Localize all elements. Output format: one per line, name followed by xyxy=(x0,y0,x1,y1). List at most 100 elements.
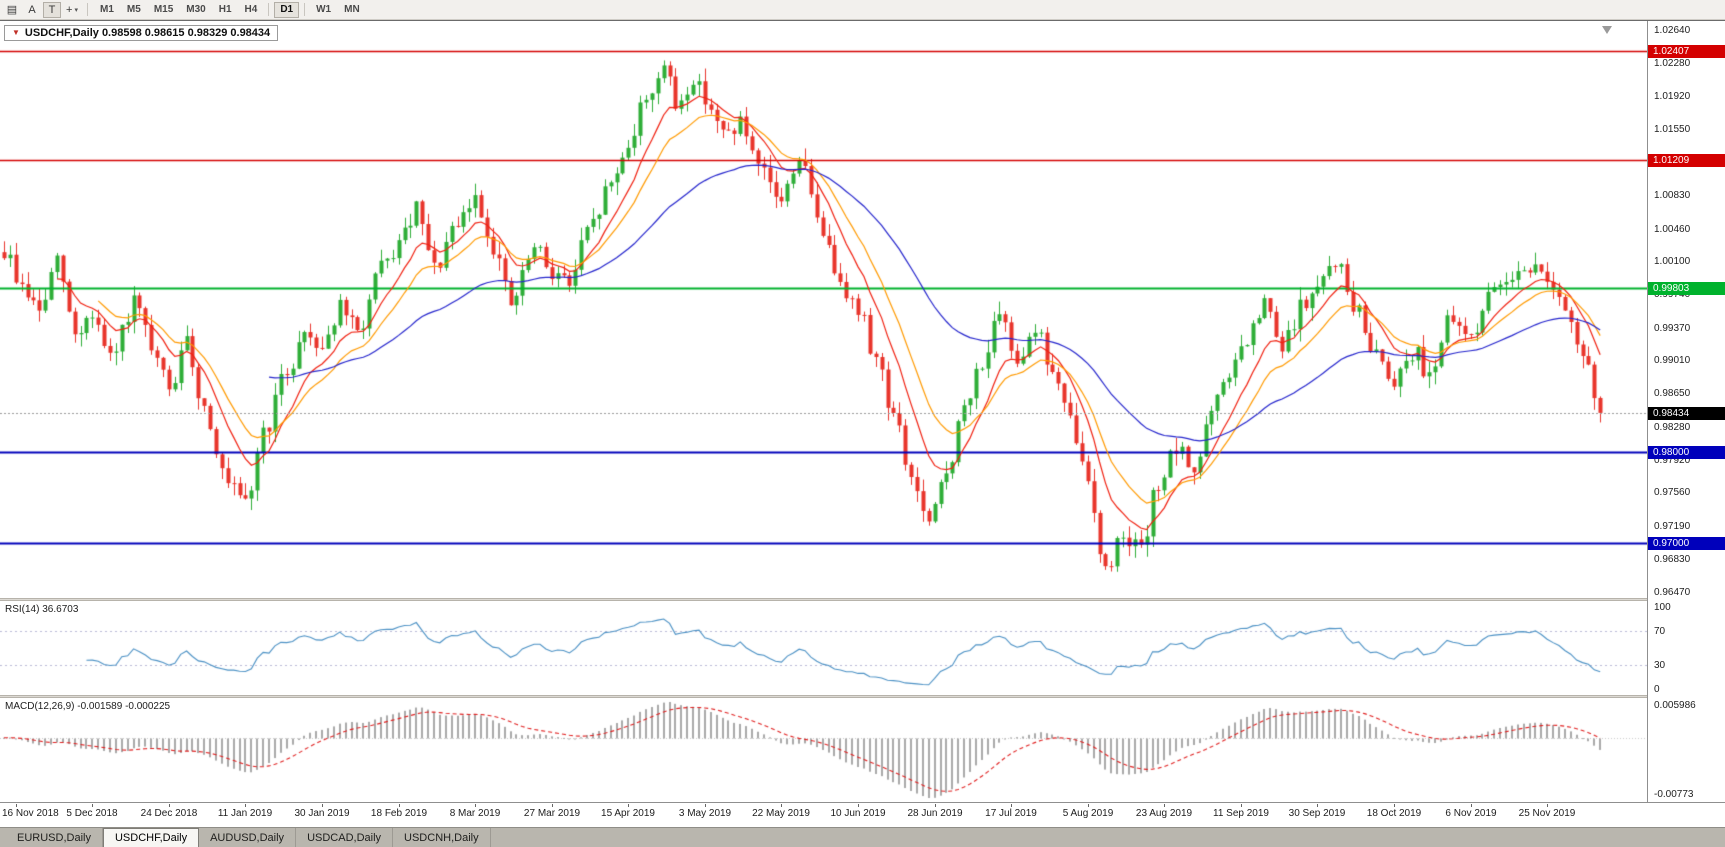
date-tick xyxy=(1011,804,1012,807)
date-axis-label: 22 May 2019 xyxy=(752,808,810,819)
rsi-level-label: 0 xyxy=(1654,684,1660,695)
toolbar-separator xyxy=(304,3,306,16)
timeframe-button-mn[interactable]: MN xyxy=(344,4,360,15)
chart-tab-usdchf[interactable]: USDCHF,Daily xyxy=(102,828,200,847)
rsi-panel-canvas[interactable] xyxy=(0,601,1647,695)
date-tick xyxy=(322,804,323,807)
timeframe-button-d1[interactable]: D1 xyxy=(274,1,300,18)
date-tick xyxy=(399,804,400,807)
date-tick xyxy=(1088,804,1089,807)
date-tick xyxy=(552,804,553,807)
price-axis-label: 0.98650 xyxy=(1654,388,1691,400)
price-axis-label: 1.02640 xyxy=(1654,25,1691,37)
date-axis-label: 16 Nov 2018 xyxy=(2,808,59,819)
date-axis-label: 27 Mar 2019 xyxy=(523,808,581,819)
timeframe-button-m1[interactable]: M1 xyxy=(100,4,114,15)
chart-tab-audusd[interactable]: AUDUSD,Daily xyxy=(199,828,297,847)
date-axis-label: 25 Nov 2019 xyxy=(1518,808,1576,819)
date-tick xyxy=(858,804,859,807)
date-tick xyxy=(1241,804,1242,807)
date-axis-label: 3 May 2019 xyxy=(678,808,732,819)
date-tick xyxy=(705,804,706,807)
rsi-level-label: 100 xyxy=(1654,602,1671,613)
date-axis-label: 11 Sep 2019 xyxy=(1213,808,1269,819)
toolbar-separator xyxy=(87,3,88,16)
date-axis-label: 8 Mar 2019 xyxy=(449,808,501,819)
current-price-tag: 0.98434 xyxy=(1648,406,1725,420)
date-axis-label: 30 Sep 2019 xyxy=(1288,808,1346,819)
date-tick xyxy=(92,804,93,807)
date-tick xyxy=(16,804,17,807)
date-tick xyxy=(1317,804,1318,807)
timeframe-button-h1[interactable]: H1 xyxy=(218,4,232,15)
macd-axis-min-label: -0.00773 xyxy=(1654,789,1694,800)
timeframe-group: M1 M5 M15 M30 H1 H4 D1 W1 MN xyxy=(94,1,366,18)
chart-tab-usdcnh[interactable]: USDCNH,Daily xyxy=(393,828,491,847)
arrow-tool-button[interactable]: T xyxy=(43,1,61,18)
price-axis-label: 0.97920 xyxy=(1654,454,1691,466)
date-tick xyxy=(781,804,782,807)
date-axis-label: 5 Dec 2018 xyxy=(66,808,118,819)
macd-panel-canvas[interactable] xyxy=(0,698,1647,802)
charts-list-icon[interactable]: ▤ xyxy=(6,4,18,16)
chart-shift-marker[interactable] xyxy=(1602,22,1612,34)
price-axis-label: 0.98280 xyxy=(1654,421,1691,433)
price-axis-label: 1.00830 xyxy=(1654,189,1691,201)
toolbar-separator xyxy=(268,3,270,16)
price-axis-label: 1.01550 xyxy=(1654,124,1691,136)
date-tick xyxy=(1547,804,1548,807)
date-axis-label: 6 Nov 2019 xyxy=(1445,808,1497,819)
price-axis-label: 0.99370 xyxy=(1654,322,1691,334)
price-axis-label: 0.99010 xyxy=(1654,355,1691,367)
chart-title-ohlc: USDCHF,Daily 0.98598 0.98615 0.98329 0.9… xyxy=(24,27,271,39)
date-tick xyxy=(1164,804,1165,807)
date-tick xyxy=(475,804,476,807)
price-axis-label: 1.02280 xyxy=(1654,57,1691,69)
price-level-tag: 1.01209 xyxy=(1648,154,1725,168)
price-axis-label: 1.00100 xyxy=(1654,256,1691,268)
timeframe-button-h4[interactable]: H4 xyxy=(244,4,258,15)
rsi-level-label: 70 xyxy=(1654,625,1666,637)
date-axis-label: 28 Jun 2019 xyxy=(907,808,963,819)
cursor-tool-button[interactable]: + ▾ xyxy=(63,2,81,18)
chart-title-box[interactable]: ▼ USDCHF,Daily 0.98598 0.98615 0.98329 0… xyxy=(4,25,279,41)
date-tick xyxy=(1471,804,1472,807)
price-axis-label: 1.01920 xyxy=(1654,90,1691,102)
date-tick xyxy=(628,804,629,807)
date-axis[interactable]: 16 Nov 2018 5 Dec 2018 24 Dec 2018 11 Jan 2… xyxy=(0,802,1725,820)
panel-splitter-rsi[interactable] xyxy=(0,598,1725,601)
price-axis[interactable]: 1.026401.022801.019201.015501.011901.008… xyxy=(1647,21,1725,802)
price-level-tag: 1.02407 xyxy=(1648,45,1725,59)
collapse-arrow-icon[interactable]: ▼ xyxy=(12,28,20,37)
chart-window: ▼ USDCHF,Daily 0.98598 0.98615 0.98329 0… xyxy=(0,20,1725,820)
date-axis-label: 30 Jan 2019 xyxy=(294,808,350,819)
chart-tab-bar: EURUSD,Daily USDCHF,Daily AUDUSD,Daily USDC… xyxy=(0,827,1725,847)
date-axis-label: 11 Jan 2019 xyxy=(217,808,273,819)
price-level-tag: 0.98000 xyxy=(1648,446,1725,460)
price-level-tag: 0.97000 xyxy=(1648,537,1725,551)
date-axis-label: 10 Jun 2019 xyxy=(830,808,886,819)
timeframe-button-m15[interactable]: M15 xyxy=(153,4,174,15)
macd-axis-max-label: 0.005986 xyxy=(1654,700,1696,711)
shift-triangle-icon xyxy=(1602,26,1612,34)
timeframe-button-m5[interactable]: M5 xyxy=(126,4,141,15)
chart-tab-usdcad[interactable]: USDCAD,Daily xyxy=(296,828,394,847)
panel-splitter-macd[interactable] xyxy=(0,695,1725,698)
crosshair-icon: + xyxy=(66,3,73,16)
date-axis-label: 18 Oct 2019 xyxy=(1366,808,1422,819)
date-tick xyxy=(935,804,936,807)
chart-tab-eurusd[interactable]: EURUSD,Daily xyxy=(6,828,103,847)
date-axis-label: 17 Jul 2019 xyxy=(985,808,1037,819)
price-axis-label: 0.96830 xyxy=(1654,553,1691,565)
date-axis-label: 5 Aug 2019 xyxy=(1062,808,1114,819)
timeframe-button-m30[interactable]: M30 xyxy=(186,4,206,15)
price-level-tag: 0.99803 xyxy=(1648,282,1725,296)
text-tool-button[interactable]: A xyxy=(28,3,36,16)
date-tick xyxy=(1394,804,1395,807)
price-axis-label: 0.97560 xyxy=(1654,487,1691,499)
timeframe-button-w1[interactable]: W1 xyxy=(316,4,332,15)
price-axis-label: 0.96470 xyxy=(1654,586,1691,598)
date-tick xyxy=(245,804,246,807)
price-axis-label: 1.00460 xyxy=(1654,223,1691,235)
price-chart-canvas[interactable] xyxy=(0,21,1647,598)
